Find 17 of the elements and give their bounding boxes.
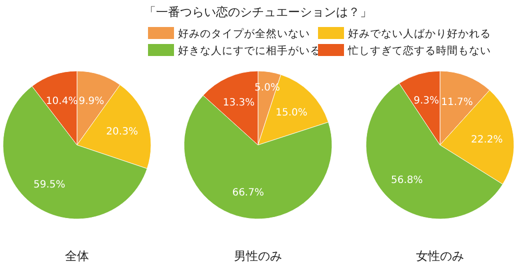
data-label: 9.3% [414,96,440,107]
data-label: 20.3% [106,126,138,138]
legend-label: 好みのタイプが全然いない [178,28,310,40]
data-label: 22.2% [471,134,503,146]
data-label: 9.9% [78,96,104,107]
legend-label: 忙しすぎて恋する時間もない [348,45,491,57]
data-label: 11.7% [441,96,473,108]
data-label: 13.3% [222,98,255,109]
data-label: 15.0% [276,108,308,118]
data-label: 56.8% [391,174,423,186]
title: 男性のみ [234,249,282,263]
data-label: 59.5% [34,180,66,190]
title: 全体 [65,249,89,263]
data-label: 66.7% [232,187,264,198]
annotation: 「一番つらい恋のシチュエーションは？」 [144,5,372,19]
title: 女性のみ [416,249,464,263]
legend-label: 好みでない人ばかり好かれる [348,28,491,40]
